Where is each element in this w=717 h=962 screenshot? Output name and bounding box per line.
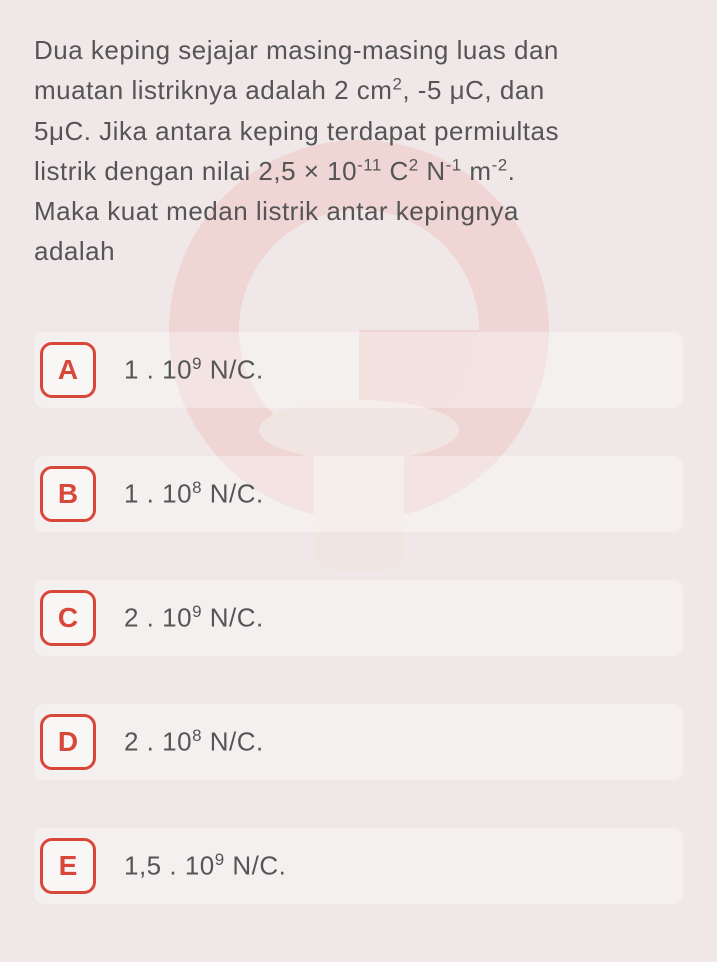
q-line4d: m — [462, 156, 492, 186]
q-line4s2: 2 — [409, 155, 419, 174]
q-line4a: listrik dengan nilai 2,5 × 10 — [34, 156, 357, 186]
option-text-d: 2 . 108 N/C. — [124, 726, 264, 758]
q-line4e: . — [508, 156, 516, 186]
opt-b-exp: 8 — [192, 478, 202, 497]
option-badge-d: D — [40, 714, 96, 770]
q-line6: adalah — [34, 236, 115, 266]
q-line2sup: 2 — [392, 75, 402, 94]
option-badge-e: E — [40, 838, 96, 894]
opt-a-prefix: 1 . 10 — [124, 355, 192, 385]
opt-c-suffix: N/C. — [202, 603, 264, 633]
option-d[interactable]: D 2 . 108 N/C. — [34, 704, 683, 780]
question-text: Dua keping sejajar masing-masing luas da… — [34, 30, 683, 272]
option-text-e: 1,5 . 109 N/C. — [124, 850, 286, 882]
opt-d-prefix: 2 . 10 — [124, 727, 192, 757]
opt-b-prefix: 1 . 10 — [124, 479, 192, 509]
option-text-b: 1 . 108 N/C. — [124, 478, 264, 510]
option-e[interactable]: E 1,5 . 109 N/C. — [34, 828, 683, 904]
option-text-c: 2 . 109 N/C. — [124, 602, 264, 634]
opt-d-exp: 8 — [192, 726, 202, 745]
opt-a-suffix: N/C. — [202, 355, 264, 385]
opt-e-prefix: 1,5 . 10 — [124, 851, 215, 881]
option-b[interactable]: B 1 . 108 N/C. — [34, 456, 683, 532]
opt-c-exp: 9 — [192, 602, 202, 621]
opt-e-exp: 9 — [215, 850, 225, 869]
opt-d-suffix: N/C. — [202, 727, 264, 757]
q-line5: Maka kuat medan listrik antar kepingnya — [34, 196, 519, 226]
q-line4s1: -11 — [357, 155, 382, 174]
q-line4c: N — [419, 156, 446, 186]
option-a[interactable]: A 1 . 109 N/C. — [34, 332, 683, 408]
q-line2b: , -5 μC, dan — [402, 75, 544, 105]
q-line4s4: -2 — [492, 155, 508, 174]
opt-c-prefix: 2 . 10 — [124, 603, 192, 633]
q-line4s3: -1 — [446, 155, 462, 174]
opt-a-exp: 9 — [192, 354, 202, 373]
q-line3: 5μC. Jika antara keping terdapat permiul… — [34, 116, 559, 146]
option-badge-b: B — [40, 466, 96, 522]
opt-e-suffix: N/C. — [225, 851, 287, 881]
option-c[interactable]: C 2 . 109 N/C. — [34, 580, 683, 656]
q-line2a: muatan listriknya adalah 2 cm — [34, 75, 392, 105]
option-text-a: 1 . 109 N/C. — [124, 354, 264, 386]
q-line4b: C — [382, 156, 409, 186]
option-badge-c: C — [40, 590, 96, 646]
opt-b-suffix: N/C. — [202, 479, 264, 509]
option-badge-a: A — [40, 342, 96, 398]
options-list: A 1 . 109 N/C. B 1 . 108 N/C. C 2 . 109 … — [34, 332, 683, 904]
q-line1: Dua keping sejajar masing-masing luas da… — [34, 35, 559, 65]
